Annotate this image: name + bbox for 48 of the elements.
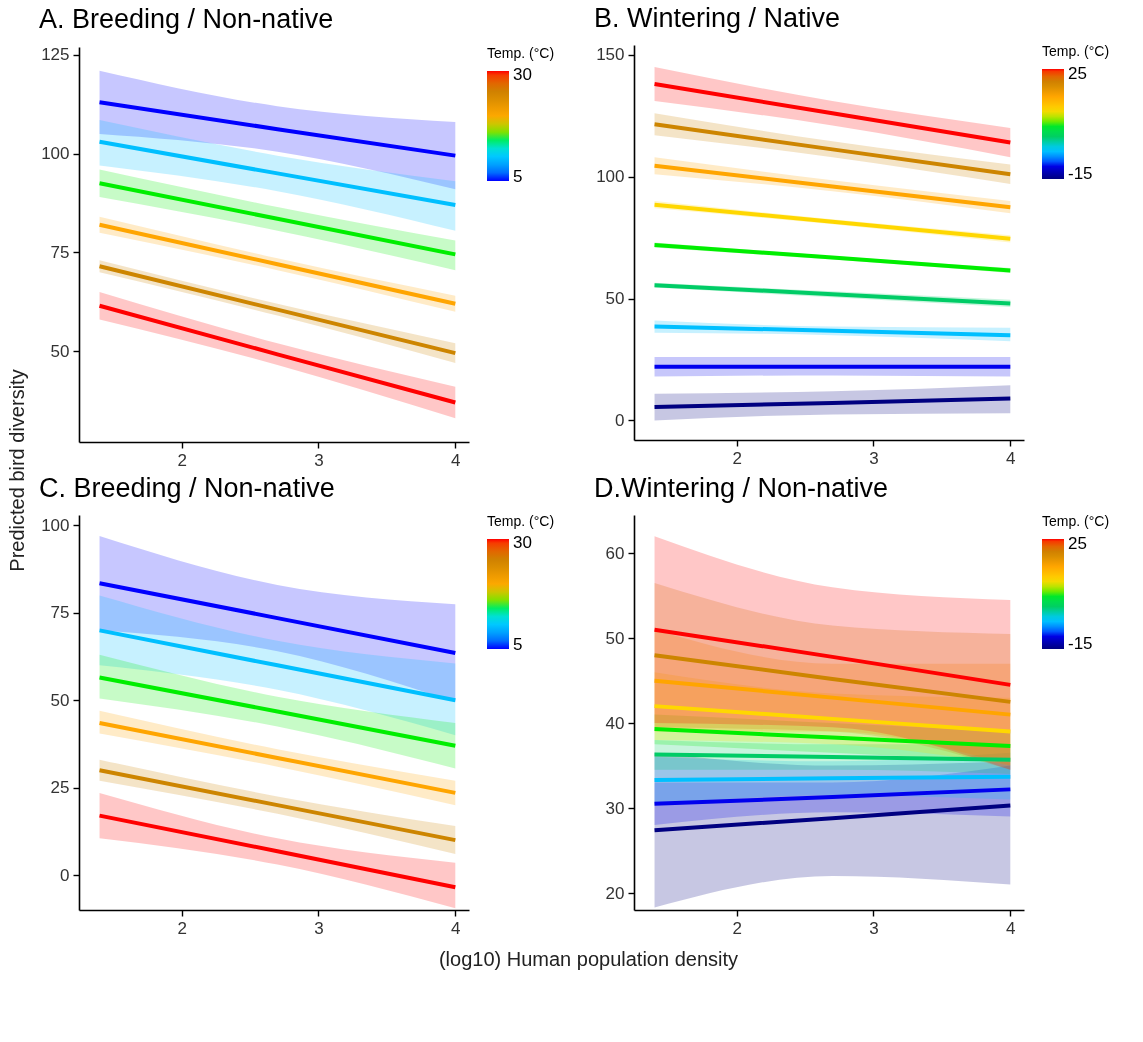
y-tick-label: 50 — [50, 690, 70, 710]
y-tick-label: 125 — [41, 45, 70, 65]
y-tick-label: 50 — [605, 628, 625, 648]
color-bar-title: Temp. (°C) — [1042, 513, 1110, 529]
y-tick-label: 20 — [605, 883, 625, 903]
y-tick-label: 25 — [50, 778, 70, 798]
color-bar-title: Temp. (°C) — [487, 45, 555, 61]
color-bar-label: 5 — [513, 166, 523, 186]
x-tick-label: 2 — [177, 918, 187, 938]
y-tick-label: 75 — [50, 603, 70, 623]
x-tick-label: 3 — [869, 918, 879, 938]
y-tick-label: 0 — [615, 410, 625, 430]
x-tick-label: 2 — [732, 448, 742, 468]
chart-title: D.Wintering / Non-native — [594, 473, 889, 503]
y-tick-label: 150 — [596, 45, 625, 65]
x-tick-label: 4 — [1006, 448, 1016, 468]
y-tick-label: 60 — [605, 543, 625, 563]
color-bar-label: 30 — [513, 533, 532, 553]
y-tick-label: 100 — [41, 144, 70, 164]
x-axis-title: (log10) Human population density — [437, 948, 740, 971]
y-tick-label: 50 — [50, 341, 70, 361]
color-bar-label: -15 — [1068, 164, 1093, 183]
y-tick-label: 0 — [60, 865, 70, 885]
color-bar-title: Temp. (°C) — [1042, 43, 1110, 59]
x-tick-label: 2 — [732, 918, 742, 938]
y-tick-label: 100 — [596, 167, 625, 187]
y-tick-label: 100 — [41, 515, 70, 535]
color-bar-title: Temp. (°C) — [487, 513, 555, 529]
color-bar-label: -15 — [1068, 634, 1093, 653]
color-bar-label: 25 — [1068, 64, 1087, 83]
x-tick-label: 4 — [1006, 918, 1016, 938]
y-axis-title: Predicted bird diversity — [5, 368, 29, 572]
y-tick-label: 30 — [605, 798, 625, 818]
x-tick-label: 3 — [314, 450, 324, 470]
y-tick-label: 50 — [605, 289, 625, 309]
x-tick-label: 4 — [451, 918, 461, 938]
chart-title: C. Breeding / Non-native — [39, 473, 335, 503]
x-tick-label: 3 — [869, 448, 879, 468]
x-tick-label: 3 — [314, 918, 324, 938]
color-bar-label: 5 — [513, 634, 523, 654]
color-bar-label: 30 — [513, 65, 532, 85]
y-tick-label: 75 — [50, 242, 70, 262]
x-tick-label: 2 — [177, 450, 187, 470]
chart-title: B. Wintering / Native — [594, 3, 841, 33]
y-tick-label: 40 — [605, 713, 625, 733]
color-bar-label: 25 — [1068, 534, 1087, 553]
x-tick-label: 4 — [451, 450, 461, 470]
chart-title: A. Breeding / Non-native — [39, 3, 334, 34]
